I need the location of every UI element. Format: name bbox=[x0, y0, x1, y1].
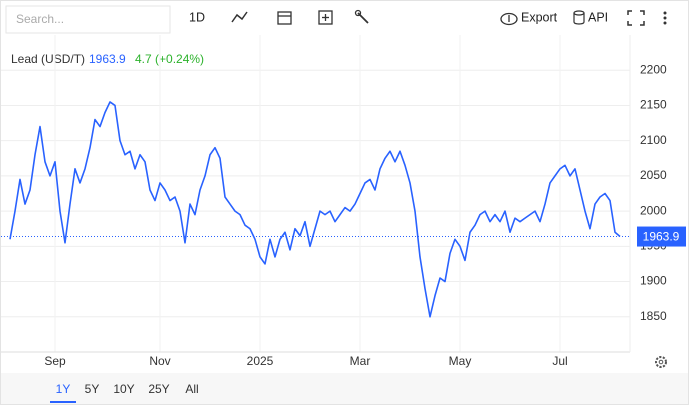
y-tick-label: 2050 bbox=[640, 168, 667, 182]
legend-name: Lead (USD/T) bbox=[11, 52, 85, 66]
x-tick-label: Nov bbox=[149, 354, 170, 368]
search-box[interactable] bbox=[5, 5, 171, 34]
range-button[interactable]: 5Y bbox=[85, 382, 100, 396]
y-tick-label: 1900 bbox=[640, 274, 667, 288]
range-button[interactable]: 10Y bbox=[113, 382, 134, 396]
interval-button[interactable]: 1D bbox=[189, 10, 205, 24]
y-tick-label: 2150 bbox=[640, 98, 667, 112]
legend-change: 4.7 (+0.24%) bbox=[135, 52, 204, 66]
range-button[interactable]: 1Y bbox=[56, 382, 71, 396]
settings-icon[interactable] bbox=[655, 356, 667, 368]
y-tick-label: 2000 bbox=[640, 203, 667, 217]
fullscreen-icon[interactable] bbox=[627, 10, 645, 26]
x-tick-label: Mar bbox=[350, 354, 371, 368]
range-button[interactable]: 25Y bbox=[148, 382, 169, 396]
export-button[interactable]: Export bbox=[521, 10, 558, 24]
legend-last-value: 1963.9 bbox=[89, 52, 126, 66]
api-button[interactable]: API bbox=[588, 10, 608, 24]
range-buttons: 1Y 5Y 10Y 25Y All bbox=[50, 382, 199, 403]
range-bar bbox=[1, 373, 688, 404]
range-button[interactable]: All bbox=[185, 382, 198, 396]
x-tick-label: 2025 bbox=[247, 354, 274, 368]
price-line bbox=[9, 101, 621, 318]
y-tick-label: 2200 bbox=[640, 62, 667, 76]
x-tick-label: May bbox=[449, 354, 472, 368]
last-value-tag bbox=[637, 226, 686, 247]
export-icon[interactable] bbox=[500, 12, 518, 26]
x-tick-label: Sep bbox=[44, 354, 66, 368]
x-tick-label: Jul bbox=[552, 354, 567, 368]
search-placeholder[interactable]: Search... bbox=[16, 12, 64, 26]
chart-type-icon[interactable] bbox=[231, 11, 248, 23]
plot: 18501900195020002050210021502200SepNov20… bbox=[1, 35, 686, 368]
y-tick-label: 1850 bbox=[640, 309, 667, 323]
last-value-label: 1963.9 bbox=[643, 230, 680, 244]
tools-icon[interactable] bbox=[354, 9, 369, 24]
api-icon[interactable] bbox=[573, 10, 585, 25]
menu-icon[interactable] bbox=[663, 11, 667, 25]
calendar-icon[interactable] bbox=[277, 11, 292, 25]
y-tick-label: 2100 bbox=[640, 133, 667, 147]
compare-icon[interactable] bbox=[318, 10, 333, 25]
